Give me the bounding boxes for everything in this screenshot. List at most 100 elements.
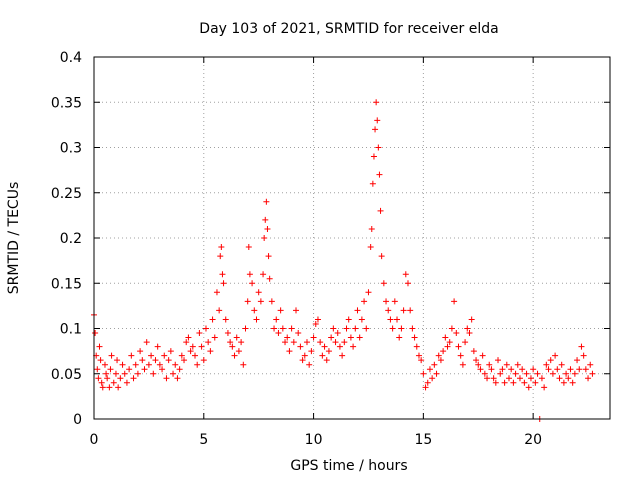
data-point xyxy=(253,316,260,323)
data-point xyxy=(286,348,293,355)
data-point xyxy=(205,339,212,346)
data-point xyxy=(273,316,280,323)
data-point xyxy=(148,352,155,359)
data-point xyxy=(367,244,374,251)
data-point xyxy=(587,361,594,368)
x-tick-label: 15 xyxy=(414,432,432,448)
data-point xyxy=(288,325,295,332)
data-point xyxy=(196,330,203,337)
data-point xyxy=(407,307,414,314)
data-point xyxy=(297,343,304,350)
data-point xyxy=(336,343,343,350)
data-point xyxy=(306,361,313,368)
data-point xyxy=(547,357,554,364)
data-point xyxy=(356,334,363,341)
data-point xyxy=(538,375,545,382)
data-point xyxy=(251,307,258,314)
data-point xyxy=(431,361,438,368)
data-point xyxy=(455,343,462,350)
data-point xyxy=(163,375,170,382)
data-point xyxy=(396,334,403,341)
data-point xyxy=(96,343,103,350)
data-point xyxy=(444,343,451,350)
data-point xyxy=(290,339,297,346)
data-point xyxy=(107,366,114,373)
data-point xyxy=(106,384,113,391)
data-point xyxy=(453,330,460,337)
data-point xyxy=(554,366,561,373)
data-point xyxy=(497,370,504,377)
data-point xyxy=(503,361,510,368)
data-point xyxy=(569,379,576,386)
x-tick-label: 20 xyxy=(524,432,542,448)
plot-frame xyxy=(93,56,611,420)
data-point xyxy=(479,352,486,359)
data-point xyxy=(477,366,484,373)
data-point xyxy=(464,325,471,332)
data-point xyxy=(217,253,224,260)
data-point xyxy=(114,357,121,364)
data-point xyxy=(426,366,433,373)
data-point xyxy=(501,379,508,386)
data-point xyxy=(202,325,209,332)
data-point xyxy=(139,357,146,364)
data-point xyxy=(128,352,135,359)
data-point xyxy=(115,384,122,391)
data-point xyxy=(372,126,379,133)
data-point xyxy=(95,375,102,382)
data-point xyxy=(574,357,581,364)
data-point xyxy=(376,171,383,178)
data-point xyxy=(229,343,236,350)
data-point xyxy=(543,361,550,368)
data-point xyxy=(104,375,111,382)
data-point xyxy=(488,366,495,373)
data-point xyxy=(266,275,273,282)
data-point xyxy=(321,343,328,350)
data-point xyxy=(354,307,361,314)
data-point xyxy=(495,357,502,364)
data-point xyxy=(312,320,319,327)
data-point xyxy=(442,334,449,341)
data-point xyxy=(152,357,159,364)
data-point xyxy=(437,357,444,364)
data-point xyxy=(567,366,574,373)
data-point xyxy=(499,366,506,373)
data-point xyxy=(200,357,207,364)
data-point xyxy=(466,330,473,337)
data-point xyxy=(459,361,466,368)
data-point xyxy=(409,325,416,332)
data-point xyxy=(222,316,229,323)
data-point xyxy=(486,361,493,368)
data-point xyxy=(334,330,341,337)
data-point xyxy=(389,325,396,332)
data-point xyxy=(293,307,300,314)
data-point xyxy=(218,244,225,251)
data-point xyxy=(375,144,382,151)
data-point xyxy=(462,339,469,346)
data-point xyxy=(332,339,339,346)
data-point xyxy=(159,366,166,373)
data-point xyxy=(402,271,409,278)
data-point xyxy=(178,352,185,359)
data-point xyxy=(235,348,242,355)
data-point xyxy=(112,370,119,377)
data-point xyxy=(303,339,310,346)
data-point xyxy=(580,352,587,359)
data-point xyxy=(181,357,188,364)
data-point xyxy=(167,348,174,355)
data-point xyxy=(314,316,321,323)
data-point xyxy=(422,384,429,391)
data-point xyxy=(268,298,275,305)
data-point xyxy=(198,343,205,350)
data-point xyxy=(374,117,381,124)
y-tick-label: 0.35 xyxy=(51,95,82,111)
data-point xyxy=(264,225,271,232)
data-point xyxy=(400,307,407,314)
data-point xyxy=(92,330,99,337)
data-point xyxy=(525,384,532,391)
y-tick-label: 0.05 xyxy=(51,367,82,383)
data-point xyxy=(560,379,567,386)
data-point xyxy=(341,339,348,346)
data-point xyxy=(545,366,552,373)
chart-title: Day 103 of 2021, SRMTID for receiver eld… xyxy=(199,21,498,37)
